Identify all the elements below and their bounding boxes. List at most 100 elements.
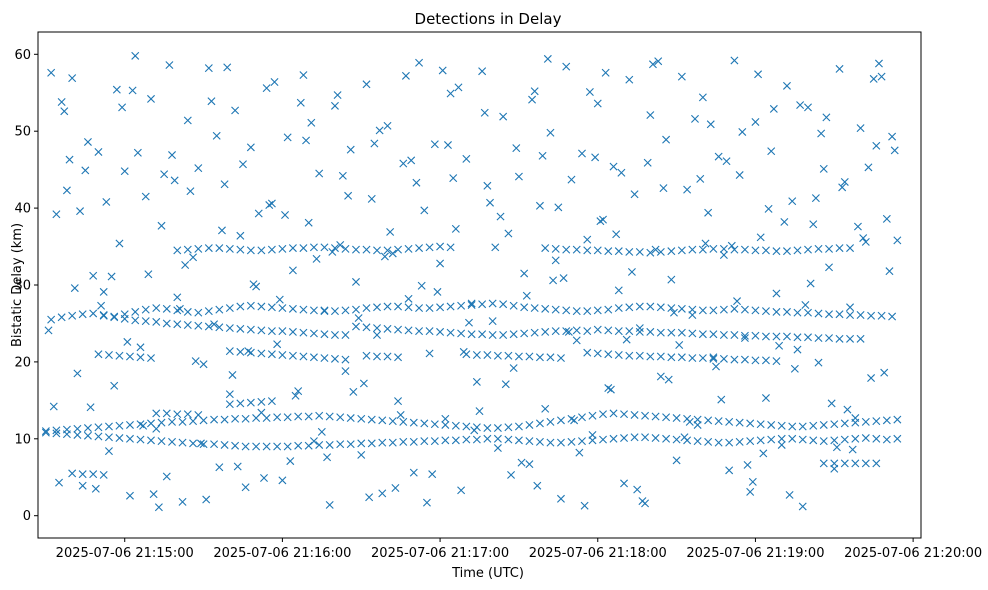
data-point-marker: [698, 306, 707, 315]
data-point-marker: [756, 233, 765, 242]
data-point-marker: [212, 131, 221, 140]
data-point-marker: [320, 330, 329, 339]
y-tick-label: 30: [14, 279, 31, 294]
data-point-marker: [541, 244, 550, 253]
data-point-marker: [567, 437, 576, 446]
data-point-marker: [667, 247, 676, 256]
data-point-marker: [885, 267, 894, 276]
data-point-marker: [483, 181, 492, 190]
data-point-marker: [94, 423, 103, 432]
data-point-marker: [559, 274, 568, 283]
data-point-marker: [556, 354, 565, 363]
data-point-marker: [662, 135, 671, 144]
data-point-marker: [204, 244, 213, 253]
data-point-marker: [341, 367, 350, 376]
data-point-marker: [614, 350, 623, 359]
data-point-marker: [133, 148, 142, 157]
data-point-marker: [152, 409, 161, 418]
data-point-marker: [99, 287, 108, 296]
data-point-marker: [853, 222, 862, 231]
data-point-marker: [748, 477, 757, 486]
data-point-marker: [535, 353, 544, 362]
data-point-marker: [772, 247, 781, 256]
data-point-marker: [801, 301, 810, 309]
data-point-marker: [646, 111, 655, 120]
data-point-marker: [641, 411, 650, 420]
data-point-marker: [525, 420, 534, 429]
data-point-marker: [535, 201, 544, 210]
data-point-marker: [809, 421, 818, 430]
data-point-marker: [262, 442, 271, 451]
data-point-marker: [246, 246, 255, 255]
data-point-marker: [467, 301, 476, 309]
data-point-marker: [94, 350, 103, 359]
data-point-marker: [772, 357, 781, 366]
data-point-marker: [204, 322, 213, 331]
data-point-marker: [583, 348, 592, 357]
data-point-marker: [499, 330, 508, 339]
data-point-marker: [443, 141, 452, 150]
data-points: [41, 51, 902, 512]
data-point-marker: [157, 437, 166, 446]
data-point-marker: [330, 330, 339, 339]
data-point-marker: [68, 469, 77, 478]
data-point-marker: [78, 470, 87, 479]
data-point-marker: [835, 64, 844, 73]
data-point-marker: [94, 432, 103, 441]
data-point-marker: [238, 160, 247, 169]
data-point-marker: [120, 167, 129, 176]
data-point-marker: [191, 357, 200, 366]
data-point-marker: [99, 311, 108, 320]
data-point-marker: [698, 245, 707, 254]
data-point-marker: [688, 354, 697, 363]
data-point-marker: [659, 184, 668, 193]
data-point-marker: [351, 322, 360, 331]
data-point-marker: [309, 353, 318, 362]
data-point-marker: [309, 243, 318, 252]
data-point-marker: [189, 439, 198, 448]
data-point-marker: [846, 334, 855, 343]
data-point-marker: [346, 440, 355, 449]
data-point-marker: [241, 442, 250, 451]
data-point-marker: [648, 60, 657, 69]
data-point-marker: [714, 438, 723, 447]
data-point-marker: [551, 244, 560, 253]
data-point-marker: [404, 244, 413, 253]
data-point-marker: [65, 155, 74, 164]
data-point-marker: [459, 347, 468, 356]
data-point-marker: [281, 211, 290, 220]
data-point-marker: [754, 70, 763, 79]
data-point-marker: [288, 327, 297, 336]
data-point-marker: [267, 303, 276, 312]
data-point-marker: [493, 434, 502, 443]
data-point-marker: [420, 437, 429, 446]
data-point-marker: [68, 311, 77, 320]
data-point-marker: [236, 347, 245, 356]
data-point-marker: [157, 418, 166, 427]
data-point-marker: [425, 327, 434, 336]
data-point-marker: [709, 244, 718, 253]
data-point-marker: [522, 291, 531, 300]
data-point-marker: [115, 239, 124, 248]
data-point-marker: [669, 308, 678, 317]
data-point-marker: [194, 308, 203, 317]
data-point-marker: [530, 304, 539, 313]
data-point-marker: [225, 324, 234, 333]
data-point-marker: [288, 266, 297, 275]
data-point-marker: [215, 244, 224, 253]
data-point-marker: [304, 412, 313, 421]
data-point-marker: [777, 434, 786, 443]
data-point-marker: [788, 434, 797, 443]
data-point-marker: [514, 352, 523, 361]
data-point-marker: [677, 328, 686, 337]
data-point-marker: [798, 435, 807, 444]
data-point-marker: [202, 495, 211, 504]
data-point-marker: [309, 437, 318, 446]
data-point-marker: [183, 245, 192, 254]
data-point-marker: [294, 441, 303, 450]
data-point-marker: [325, 440, 334, 449]
data-point-marker: [782, 307, 791, 316]
data-point-marker: [52, 426, 61, 435]
data-point-marker: [483, 424, 492, 433]
data-point-marker: [47, 68, 56, 77]
